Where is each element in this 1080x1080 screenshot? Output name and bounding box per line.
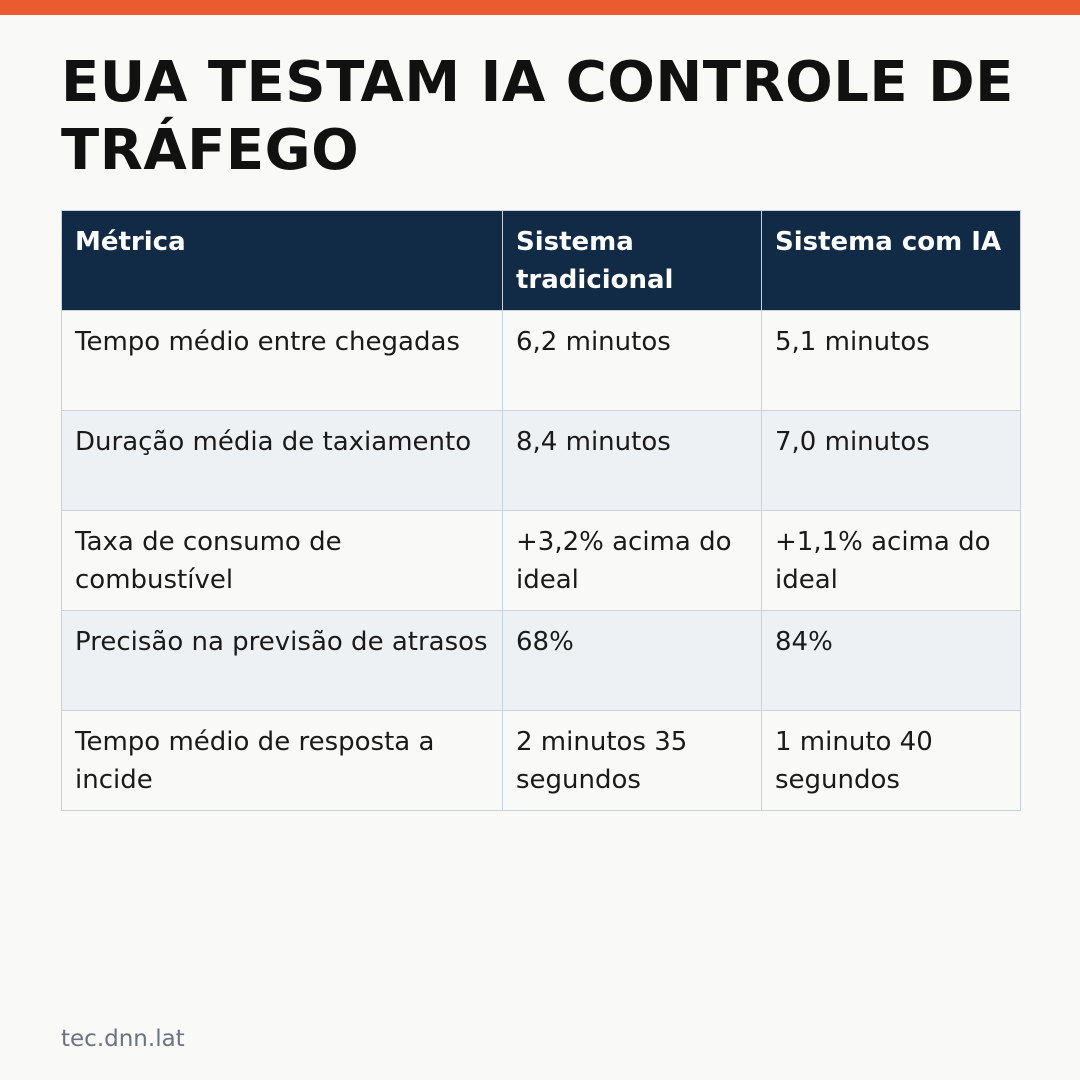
metric-cell: Taxa de consumo de combustível (61, 510, 503, 611)
accent-bar (0, 0, 1080, 15)
header-ai-system: Sistema com IA (761, 210, 1021, 311)
table-row: Taxa de consumo de combustível +3,2% aci… (61, 510, 1021, 611)
header-metric: Métrica (61, 210, 503, 311)
traditional-value-cell: 6,2 minutos (502, 310, 762, 411)
source-footer: tec.dnn.lat (61, 1026, 185, 1052)
table-row: Tempo médio de resposta a incide 2 minut… (61, 710, 1021, 811)
metric-cell: Precisão na previsão de atrasos (61, 610, 503, 711)
traditional-value-cell: 8,4 minutos (502, 410, 762, 511)
metric-cell: Duração média de taxiamento (61, 410, 503, 511)
header-traditional-system: Sistema tradicional (502, 210, 762, 311)
traditional-value-cell: 2 minutos 35 segundos (502, 710, 762, 811)
page-title: EUA TESTAM IA CONTROLE DE TRÁFEGO (61, 50, 1014, 183)
table-header-row: Métrica Sistema tradicional Sistema com … (61, 210, 1021, 311)
ai-value-cell: 84% (761, 610, 1021, 711)
table-row: Duração média de taxiamento 8,4 minutos … (61, 410, 1021, 511)
ai-value-cell: 5,1 minutos (761, 310, 1021, 411)
ai-value-cell: 1 minuto 40 segundos (761, 710, 1021, 811)
metric-cell: Tempo médio de resposta a incide (61, 710, 503, 811)
comparison-table: Métrica Sistema tradicional Sistema com … (61, 210, 1021, 811)
traditional-value-cell: 68% (502, 610, 762, 711)
ai-value-cell: 7,0 minutos (761, 410, 1021, 511)
table-row: Precisão na previsão de atrasos 68% 84% (61, 610, 1021, 711)
metric-cell: Tempo médio entre chegadas (61, 310, 503, 411)
table-row: Tempo médio entre chegadas 6,2 minutos 5… (61, 310, 1021, 411)
traditional-value-cell: +3,2% acima do ideal (502, 510, 762, 611)
ai-value-cell: +1,1% acima do ideal (761, 510, 1021, 611)
